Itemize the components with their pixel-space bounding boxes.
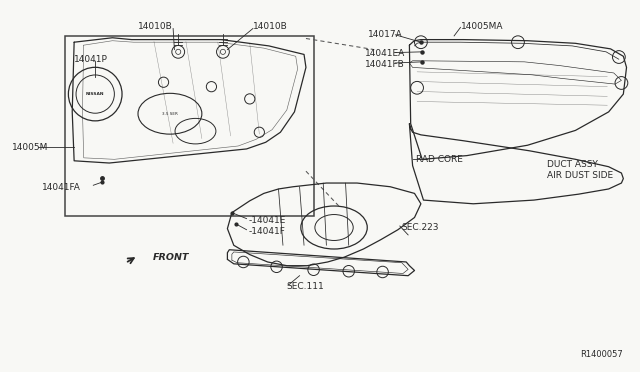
Text: 14041FA: 14041FA [42, 183, 81, 192]
Text: DUCT ASSY-: DUCT ASSY- [547, 160, 600, 169]
Text: 14041EA: 14041EA [365, 49, 405, 58]
Text: -14041E: -14041E [248, 216, 286, 225]
Text: AIR DUST SIDE: AIR DUST SIDE [547, 171, 613, 180]
Text: SEC.223: SEC.223 [402, 223, 439, 232]
Text: -14041F: -14041F [248, 227, 285, 236]
Text: 14010B: 14010B [138, 22, 173, 31]
Text: FRONT: FRONT [153, 253, 189, 262]
Text: 14041P: 14041P [74, 55, 108, 64]
Bar [65, 36, 314, 217]
Text: 3.5 SER: 3.5 SER [162, 112, 178, 116]
Text: 14010B: 14010B [253, 22, 288, 31]
Text: RAD CORE: RAD CORE [416, 155, 463, 164]
Text: SEC.111: SEC.111 [286, 282, 324, 291]
Text: NISSAN: NISSAN [86, 92, 104, 96]
Text: R1400057: R1400057 [580, 350, 623, 359]
Text: 14017A: 14017A [368, 30, 403, 39]
Text: 14005MA: 14005MA [461, 22, 503, 31]
Text: 14041FB: 14041FB [365, 60, 404, 69]
Text: 14005M: 14005M [12, 142, 49, 151]
